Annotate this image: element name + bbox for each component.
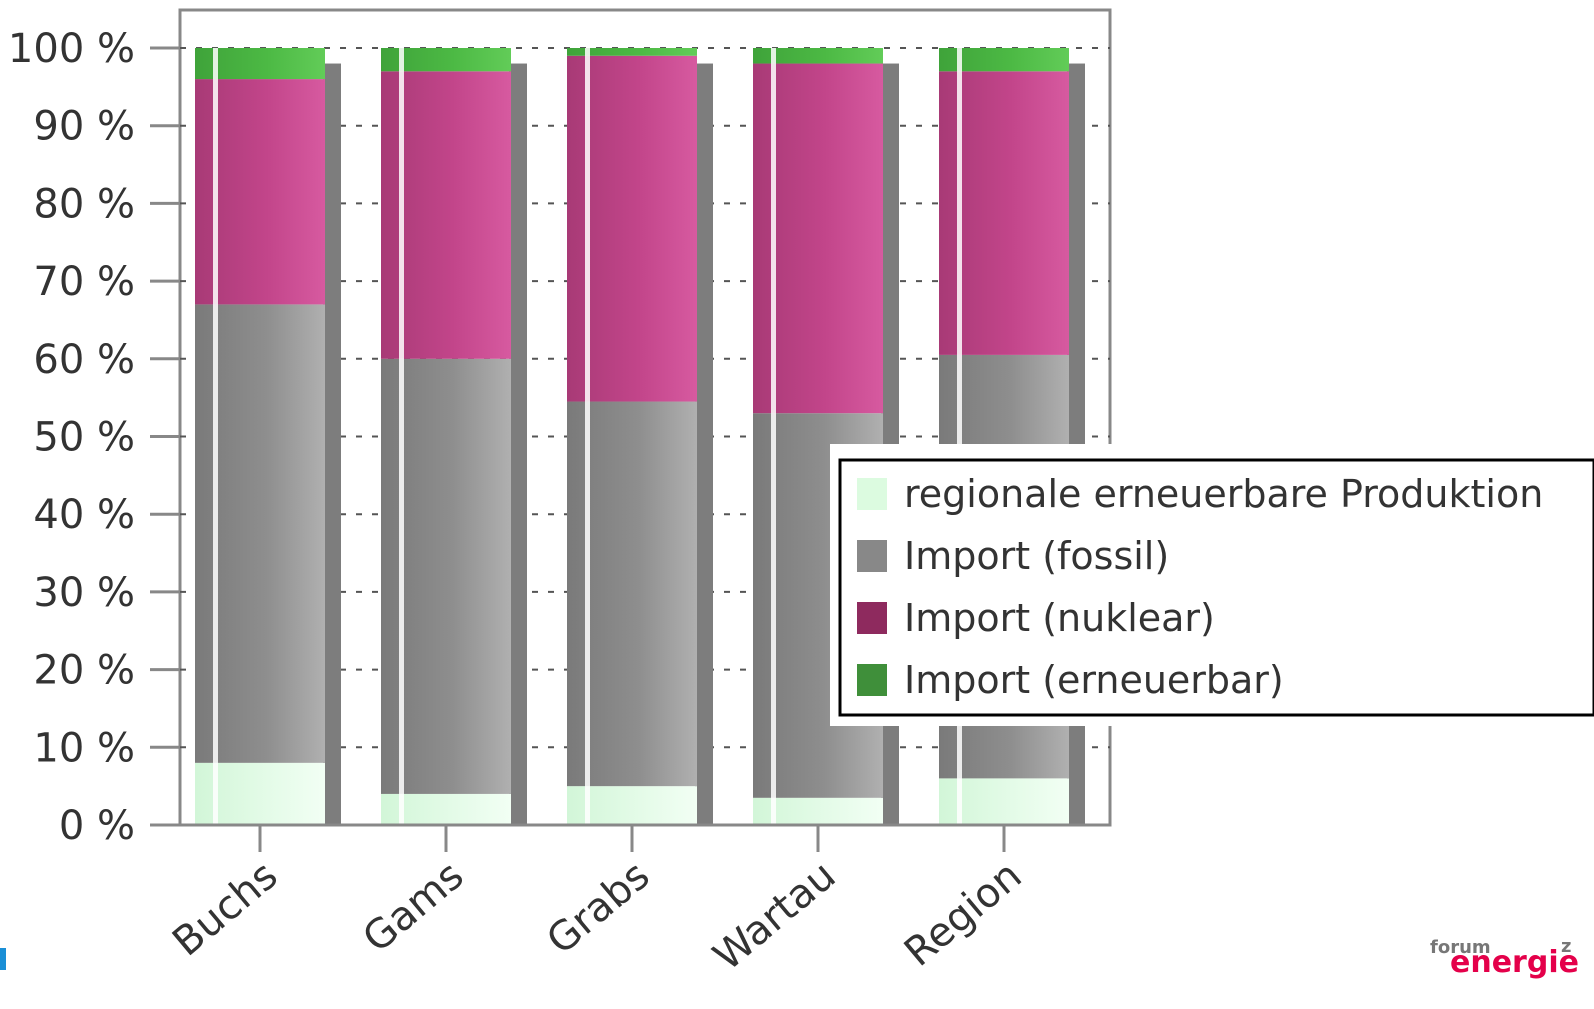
bar-highlight bbox=[585, 48, 590, 825]
y-tick-label: 50 % bbox=[33, 415, 135, 461]
legend-swatch bbox=[857, 478, 887, 510]
y-tick-label: 90 % bbox=[33, 104, 135, 150]
bar-highlight bbox=[771, 48, 776, 825]
legend-border bbox=[838, 458, 1594, 717]
bar-shadow bbox=[323, 63, 341, 826]
y-tick-label: 100 % bbox=[8, 26, 135, 72]
logo-top: forum bbox=[1430, 937, 1491, 958]
x-tick-label: Gams bbox=[355, 852, 473, 961]
y-tick-label: 40 % bbox=[33, 492, 135, 538]
x-tick-label: Wartau bbox=[705, 852, 844, 979]
y-tick-label: 20 % bbox=[33, 648, 135, 694]
bar-segment bbox=[753, 48, 883, 64]
x-axis-ticks: Buchs Gams Grabs Wartau Region bbox=[164, 825, 1030, 980]
bar-segment bbox=[939, 48, 1069, 72]
y-tick-label: 0 % bbox=[59, 803, 135, 849]
legend-swatch bbox=[857, 602, 887, 634]
bar-segment bbox=[567, 48, 697, 56]
bar-segment bbox=[381, 48, 511, 72]
legend-swatch bbox=[857, 664, 887, 696]
bar-highlight bbox=[399, 48, 404, 825]
bar-shadow bbox=[509, 63, 527, 826]
legend: regionale erneuerbare Produktion Import (… bbox=[830, 444, 1594, 726]
legend-label: Import (nuklear) bbox=[904, 596, 1215, 640]
logo: forum energie z bbox=[1430, 936, 1579, 980]
y-tick-label: 30 % bbox=[33, 570, 135, 616]
y-tick-label: 10 % bbox=[33, 725, 135, 771]
y-axis-ticks: 0 % 10 % 20 % 30 % 40 % 50 % 60 % 70 % 80 % 90 % 1… bbox=[8, 26, 180, 849]
y-tick-label: 80 % bbox=[33, 181, 135, 227]
bar-shadow bbox=[695, 63, 713, 826]
bar-highlight bbox=[213, 48, 218, 825]
legend-label: Import (fossil) bbox=[904, 534, 1169, 578]
left-edge-mark bbox=[0, 948, 6, 970]
x-tick-label: Grabs bbox=[538, 852, 658, 963]
x-tick-label: Buchs bbox=[164, 852, 286, 965]
legend-label: regionale erneuerbare Produktion bbox=[904, 472, 1543, 516]
legend-swatch bbox=[857, 540, 887, 572]
logo-main: energie bbox=[1450, 945, 1579, 980]
y-tick-label: 60 % bbox=[33, 337, 135, 383]
legend-label: Import (erneuerbar) bbox=[904, 658, 1284, 702]
logo-suffix: z bbox=[1561, 936, 1571, 957]
x-tick-label: Region bbox=[896, 852, 1030, 975]
bars bbox=[195, 48, 1085, 826]
bar-highlight bbox=[957, 48, 962, 825]
y-tick-label: 70 % bbox=[33, 259, 135, 305]
